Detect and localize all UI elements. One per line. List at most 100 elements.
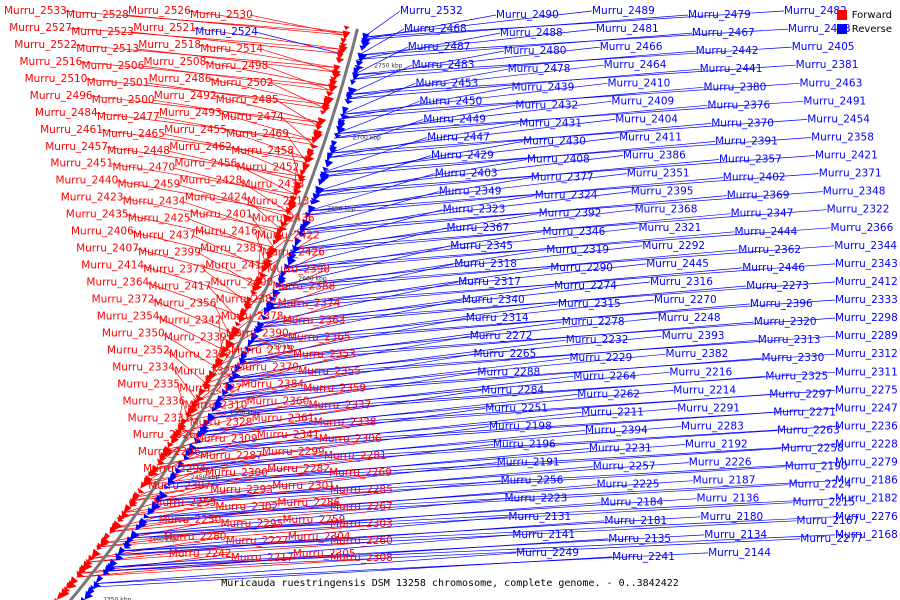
gene-arrow [336,125,346,134]
gene-label: Murru_2442 [696,45,759,57]
leader-line [298,195,535,235]
gene-arrow [299,225,307,234]
leader-line [239,317,466,361]
gene-label: Murru_2167 [796,515,859,527]
leader-line [320,141,524,178]
gene-label: Murru_2518 [138,39,201,51]
leader-line [265,65,331,91]
leader-line [273,249,739,292]
gene-label: Murru_2319 [546,244,609,256]
gene-label: Murru_2451 [50,158,113,170]
leader-line [167,150,301,181]
gene-label: Murru_2251 [485,402,548,414]
leader-line [347,64,604,95]
gene-arrow [277,277,286,285]
gene-label: Murru_2478 [508,63,571,75]
gene-label: Murru_2388 [272,281,335,293]
leader-line [357,32,692,60]
gene-arrow [329,147,338,154]
gene-arrow [253,327,260,334]
leader-line [171,367,198,401]
leader-line [199,390,482,433]
gene-label: Murru_2380 [704,81,767,93]
reverse-swatch [836,24,847,34]
leader-line [358,28,788,56]
gene-label: Murru_2281 [324,450,387,462]
gene-arrow [247,339,254,347]
gene-arrow [228,377,236,383]
leader-line [275,245,643,287]
gene-arrow [340,113,350,120]
leader-line [136,248,259,283]
gene-label: Murru_2417 [148,281,211,293]
gene-label: Murru_2298 [835,312,898,324]
gene-label: Murru_2522 [14,39,77,51]
gene-label: Murru_2242 [169,548,232,560]
leader-line [227,339,566,383]
gene-arrow [117,516,124,522]
leader-line [146,451,199,482]
gene-label: Murru_2296 [138,446,201,458]
gene-label: Murru_2360 [247,395,310,407]
legend-forward: Forward [836,8,892,22]
gene-label: Murru_2224 [789,479,852,491]
gene-label: Murru_2441 [700,63,763,75]
gene-label: Murru_2347 [731,208,794,220]
gene-label: Murru_2308 [330,552,393,564]
gene-label: Murru_2415 [205,260,268,272]
leader-line [346,68,508,100]
leader-line [116,520,797,556]
gene-arrow [187,407,194,415]
leader-line [99,523,281,548]
leader-line [199,390,836,433]
leader-line [184,387,364,421]
gene-label: Murru_2287 [200,450,263,462]
gene-label: Murru_2464 [604,59,667,71]
gene-label: Murru_2430 [523,136,586,148]
leader-line [209,371,836,415]
gene-label: Murru_2363 [283,315,346,327]
gene-label: Murru_2192 [685,439,748,451]
gene-label: Murru_2257 [593,461,656,473]
gene-label: Murru_2404 [615,113,678,125]
leader-line [175,430,778,471]
gene-label: Murru_2366 [831,222,894,234]
gene-label: Murru_2214 [673,384,736,396]
gene-label: Murru_2493 [159,107,222,119]
leader-line [141,65,331,91]
gene-label: Murru_2498 [206,60,269,72]
leader-line [217,357,570,401]
gene-arrow [340,37,347,45]
leader-line [306,177,531,216]
leader-line [290,150,301,181]
leader-line [315,155,624,193]
leader-line [264,235,318,269]
gene-arrow [121,510,130,519]
leader-line [341,82,608,115]
gene-arrow [278,225,288,231]
gene-label: Murru_2526 [128,5,191,17]
gene-label: Murru_2396 [750,298,813,310]
gene-arrow [263,307,271,316]
gene-label: Murru_2330 [762,352,825,364]
leader-line [146,82,325,109]
gene-label: Murru_2449 [423,113,486,125]
gene-label: Murru_2320 [754,316,817,328]
leader-line [88,540,391,563]
leader-line [166,350,207,384]
gene-arrow [93,580,101,589]
gene-label: Murru_2168 [835,529,898,541]
gene-label: Murru_2352 [107,344,170,356]
leader-line [131,498,697,535]
leader-line [131,498,505,535]
gene-label: Murru_2486 [149,73,212,85]
gene-label: Murru_2435 [66,209,129,221]
gene-label: Murru_2274 [554,280,617,292]
gene-arrow [117,546,126,556]
gene-label: Murru_2372 [92,294,155,306]
leader-line [177,426,682,468]
gene-label: Murru_2263 [777,425,840,437]
gene-label: Murru_2398 [267,264,330,276]
leader-line [307,173,819,212]
leader-line [231,303,338,338]
